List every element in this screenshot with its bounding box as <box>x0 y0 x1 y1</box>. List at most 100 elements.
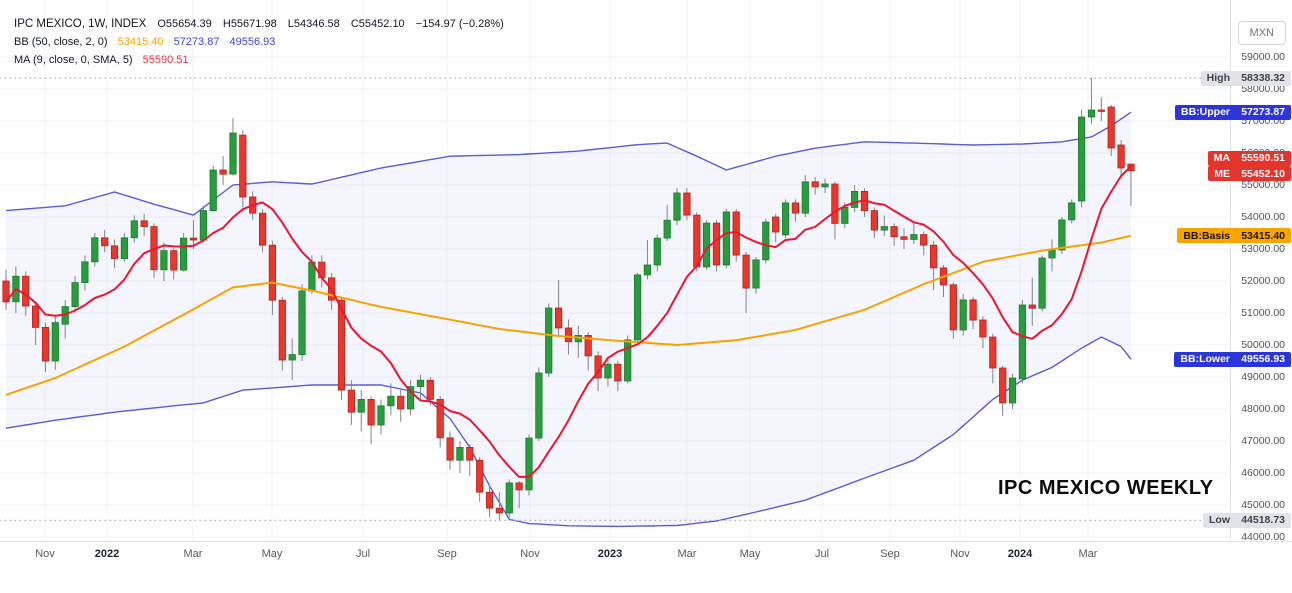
candle[interactable] <box>712 222 721 266</box>
candle[interactable] <box>821 183 829 188</box>
candle[interactable] <box>722 211 731 266</box>
candle[interactable] <box>466 446 474 461</box>
candle[interactable] <box>278 299 286 361</box>
candle[interactable] <box>397 395 405 410</box>
symbol-title[interactable]: IPC MEXICO, 1W, INDEX <box>14 18 147 30</box>
candle[interactable] <box>1107 106 1115 149</box>
candle[interactable] <box>1028 304 1036 309</box>
candle[interactable] <box>377 405 385 426</box>
candle[interactable] <box>653 237 661 266</box>
candle[interactable] <box>880 226 888 231</box>
candle[interactable] <box>930 244 938 269</box>
candle[interactable] <box>663 219 671 239</box>
candle[interactable] <box>110 245 119 260</box>
candle[interactable] <box>337 299 346 391</box>
candle[interactable] <box>564 327 573 343</box>
candle[interactable] <box>101 237 109 247</box>
candle[interactable] <box>505 482 513 514</box>
candle[interactable] <box>989 336 997 369</box>
candle[interactable] <box>446 437 454 461</box>
candle[interactable] <box>22 275 30 307</box>
candle[interactable] <box>219 169 227 175</box>
candle[interactable] <box>634 274 642 341</box>
candle[interactable] <box>1117 144 1125 169</box>
candle[interactable] <box>870 210 879 231</box>
candle[interactable] <box>604 363 612 379</box>
candle[interactable] <box>416 379 425 388</box>
candle[interactable] <box>229 132 237 175</box>
candle[interactable] <box>643 264 652 276</box>
candle[interactable] <box>742 254 750 289</box>
candle[interactable] <box>673 192 681 221</box>
candle[interactable] <box>91 237 99 263</box>
candle[interactable] <box>555 307 563 329</box>
candle[interactable] <box>525 437 533 491</box>
candle[interactable] <box>367 398 375 426</box>
symbol-legend-row[interactable]: IPC MEXICO, 1W, INDEX O55654.39 H55671.9… <box>14 16 504 33</box>
candle[interactable] <box>811 181 819 188</box>
candle[interactable] <box>485 491 494 509</box>
candle[interactable] <box>1097 109 1105 112</box>
candle[interactable] <box>258 212 267 246</box>
candle[interactable] <box>495 507 504 514</box>
candle[interactable] <box>288 354 296 361</box>
candle[interactable] <box>209 169 217 211</box>
candle[interactable] <box>614 363 622 382</box>
candle[interactable] <box>1048 249 1056 259</box>
candle[interactable] <box>239 134 247 198</box>
candle[interactable] <box>693 214 701 268</box>
candle[interactable] <box>831 183 839 224</box>
candle[interactable] <box>71 282 79 308</box>
candle[interactable] <box>41 326 50 362</box>
candle[interactable] <box>170 250 178 271</box>
candle[interactable] <box>782 202 790 236</box>
time-axis[interactable]: Nov 2022 Mar May Jul Sep Nov 2023 Mar May Jul Sep No… <box>0 542 1292 593</box>
candle[interactable] <box>683 192 691 216</box>
candle[interactable] <box>772 216 780 233</box>
candle[interactable] <box>515 482 523 491</box>
candle[interactable] <box>426 379 434 400</box>
candle[interactable] <box>51 322 59 362</box>
ma-legend-row[interactable]: MA (9, close, 0, SMA, 5) 55590.51 <box>14 52 504 69</box>
candle[interactable] <box>959 299 967 331</box>
candle[interactable] <box>406 386 415 410</box>
candle[interactable] <box>584 334 592 357</box>
candle[interactable] <box>900 236 908 240</box>
candle[interactable] <box>545 307 553 374</box>
candle[interactable] <box>199 210 207 241</box>
candle[interactable] <box>1068 202 1076 221</box>
candle[interactable] <box>81 261 89 283</box>
candle[interactable] <box>624 339 632 382</box>
candle[interactable] <box>357 398 365 413</box>
candle[interactable] <box>1078 116 1086 202</box>
bb-legend-row[interactable]: BB (50, close, 2, 0) 53415.40 57273.87 4… <box>14 34 504 51</box>
bb-indicator-name[interactable]: BB (50, close, 2, 0) <box>14 36 108 48</box>
candle[interactable] <box>140 220 148 228</box>
candle[interactable] <box>120 237 128 260</box>
candle[interactable] <box>32 305 40 328</box>
candle[interactable] <box>762 221 770 261</box>
candle[interactable] <box>851 190 859 208</box>
candle[interactable] <box>1087 109 1096 118</box>
candle[interactable] <box>910 234 918 240</box>
candle[interactable] <box>436 398 444 439</box>
price-axis[interactable]: MXN 59000.00 58000.00 57000.00 56000.00 5500… <box>1231 0 1292 543</box>
candle[interactable] <box>298 290 306 355</box>
candle[interactable] <box>476 459 484 493</box>
candle[interactable] <box>160 250 168 271</box>
candle[interactable] <box>347 389 356 413</box>
candle[interactable] <box>1008 377 1017 404</box>
candle[interactable] <box>1058 219 1066 251</box>
candle[interactable] <box>703 222 711 268</box>
candle[interactable] <box>890 226 898 238</box>
candle[interactable] <box>1018 304 1027 380</box>
candle[interactable] <box>949 284 957 331</box>
candle[interactable] <box>535 372 543 439</box>
candle[interactable] <box>801 181 809 214</box>
candle[interactable] <box>841 206 849 224</box>
candle[interactable] <box>920 234 928 246</box>
candle[interactable] <box>268 244 277 301</box>
candle[interactable] <box>752 259 760 289</box>
candle[interactable] <box>791 202 800 214</box>
